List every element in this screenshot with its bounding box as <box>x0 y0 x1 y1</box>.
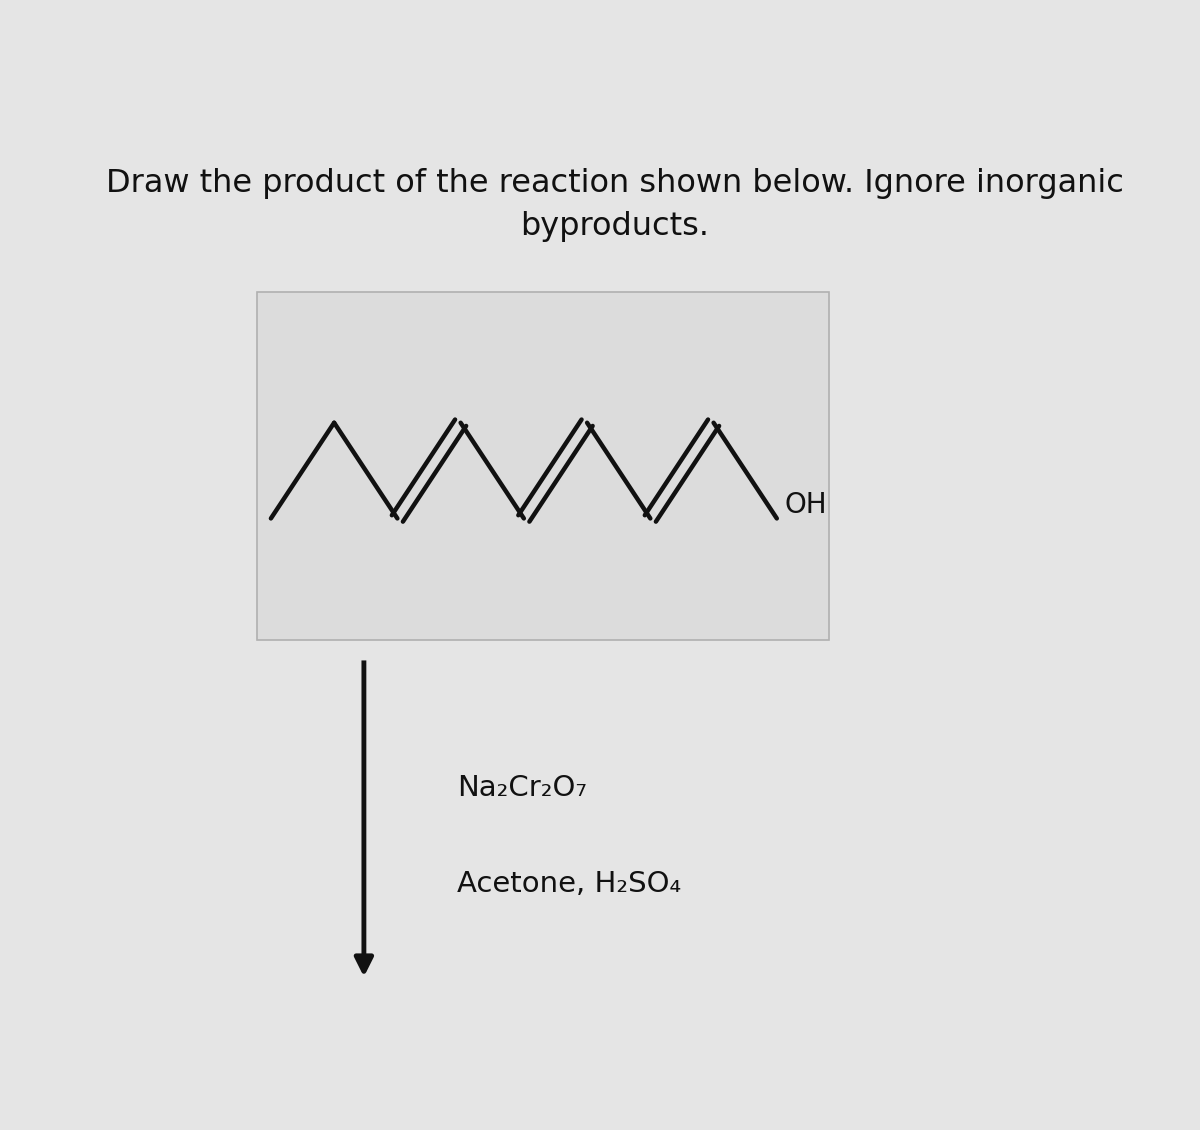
Text: Na₂Cr₂O₇: Na₂Cr₂O₇ <box>457 774 587 802</box>
FancyBboxPatch shape <box>257 293 829 641</box>
Text: Draw the product of the reaction shown below. Ignore inorganic: Draw the product of the reaction shown b… <box>106 168 1124 199</box>
Text: OH: OH <box>785 492 827 520</box>
Text: byproducts.: byproducts. <box>521 211 709 243</box>
Text: Acetone, H₂SO₄: Acetone, H₂SO₄ <box>457 870 682 898</box>
